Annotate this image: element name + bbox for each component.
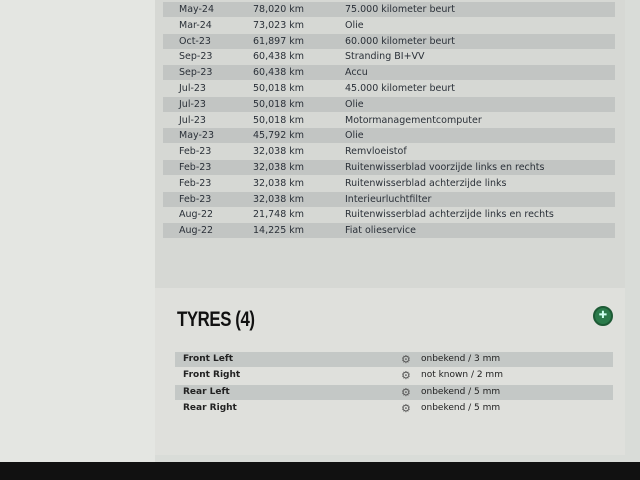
tyre-value: onbekend / 5 mm — [421, 402, 501, 413]
maintenance-history-table: May-24 78,020 km 75.000 kilometer beurt Mar… — [155, 0, 625, 288]
screen-bezel — [0, 462, 640, 480]
odometer: 32,038 km — [253, 162, 305, 173]
tyre-position: Rear Left — [183, 386, 230, 397]
content-panel: May-24 78,020 km 75.000 kilometer beurt Mar… — [155, 0, 625, 455]
service-date: May-24 — [179, 4, 214, 15]
service-date: Feb-23 — [179, 193, 212, 205]
service-description: 45.000 kilometer beurt — [345, 83, 455, 94]
maintenance-row: Feb-23 32,038 km Ruitenwisserblad voorzijd… — [163, 160, 615, 175]
service-date: Oct-23 — [179, 35, 211, 47]
odometer: 32,038 km — [253, 177, 305, 189]
service-description: Ruitenwisserblad voorzijde links en rech… — [345, 162, 545, 173]
tyre-position: Rear Right — [183, 402, 237, 413]
odometer: 50,018 km — [253, 98, 305, 110]
maintenance-row: Aug-22 14,225 km Fiat olieservice — [163, 223, 615, 239]
service-date: Feb-23 — [179, 177, 212, 189]
tyre-row: Front Right ⚙ not known / 2 mm — [175, 368, 613, 383]
service-date: May-23 — [179, 130, 214, 142]
maintenance-row: Mar-24 73,023 km Olie — [163, 18, 615, 33]
tyre-value: onbekend / 5 mm — [421, 386, 501, 397]
tyre-position: Front Left — [183, 354, 234, 364]
page-margin — [0, 0, 155, 462]
service-date: Mar-24 — [179, 19, 212, 31]
service-description: Olie — [345, 19, 364, 31]
tyre-row: Front Left ⚙ onbekend / 3 mm — [175, 352, 613, 367]
service-date: Jul-23 — [179, 98, 206, 110]
service-description: 75.000 kilometer beurt — [345, 4, 455, 15]
gear-icon: ⚙ — [401, 385, 411, 399]
service-date: Sep-23 — [179, 67, 213, 79]
service-description: 60.000 kilometer beurt — [345, 35, 455, 47]
odometer: 78,020 km — [253, 4, 305, 15]
service-description: Interieurluchtfilter — [345, 193, 432, 205]
odometer: 14,225 km — [253, 225, 305, 237]
service-description: Olie — [345, 98, 364, 110]
maintenance-row: Jul-23 50,018 km Motormanagementcomputer — [163, 113, 615, 128]
odometer: 50,018 km — [253, 83, 305, 94]
odometer: 61,897 km — [253, 35, 305, 47]
service-date: Feb-23 — [179, 162, 212, 173]
maintenance-row: Oct-23 61,897 km 60.000 kilometer beurt — [163, 33, 615, 49]
maintenance-row: Aug-22 21,748 km Ruitenwisserblad achterzi… — [163, 207, 615, 222]
service-description: Ruitenwisserblad achterzijde links — [345, 177, 507, 189]
service-date: Feb-23 — [179, 146, 212, 158]
gear-icon: ⚙ — [401, 353, 411, 366]
maintenance-row: Jul-23 50,018 km Olie — [163, 96, 615, 112]
maintenance-row: Jul-23 50,018 km 45.000 kilometer beurt — [163, 81, 615, 96]
service-description: Fiat olieservice — [345, 225, 416, 237]
service-date: Jul-23 — [179, 83, 206, 94]
add-tyre-button[interactable]: ✚ — [593, 306, 613, 326]
service-date: Sep-23 — [179, 51, 213, 63]
tyre-value: onbekend / 3 mm — [421, 354, 501, 364]
service-date: Jul-23 — [179, 114, 206, 126]
tyre-plus-icon: ✚ — [598, 310, 608, 321]
service-description: Accu — [345, 67, 368, 79]
odometer: 32,038 km — [253, 146, 305, 158]
maintenance-row: Feb-23 32,038 km Remvloeistof — [163, 144, 615, 159]
maintenance-row: May-24 78,020 km 75.000 kilometer beurt — [163, 2, 615, 17]
maintenance-row: Feb-23 32,038 km Interieurluchtfilter — [163, 191, 615, 207]
service-description: Ruitenwisserblad achterzijde links en re… — [345, 209, 554, 221]
tyre-row: Rear Right ⚙ onbekend / 5 mm — [175, 401, 613, 416]
service-date: Aug-22 — [179, 209, 214, 221]
tyre-row: Rear Left ⚙ onbekend / 5 mm — [175, 384, 613, 400]
odometer: 32,038 km — [253, 193, 305, 205]
odometer: 45,792 km — [253, 130, 305, 142]
gear-icon: ⚙ — [401, 401, 411, 415]
odometer: 50,018 km — [253, 114, 305, 126]
service-description: Motormanagementcomputer — [345, 114, 482, 126]
tyre-value: not known / 2 mm — [421, 370, 503, 381]
gear-icon: ⚙ — [401, 369, 411, 383]
odometer: 60,438 km — [253, 67, 305, 79]
maintenance-row: Sep-23 60,438 km Accu — [163, 65, 615, 81]
maintenance-row: May-23 45,792 km Olie — [163, 128, 615, 144]
tyre-position: Front Right — [183, 370, 241, 381]
odometer: 73,023 km — [253, 19, 305, 31]
service-description: Stranding BI+VV — [345, 51, 425, 63]
tyres-title: TYRES (4) — [177, 308, 255, 331]
maintenance-row: Sep-23 60,438 km Stranding BI+VV — [163, 49, 615, 64]
service-description: Olie — [345, 130, 364, 142]
maintenance-row: Feb-23 32,038 km Ruitenwisserblad achterzi… — [163, 176, 615, 191]
odometer: 60,438 km — [253, 51, 305, 63]
odometer: 21,748 km — [253, 209, 305, 221]
service-description: Remvloeistof — [345, 146, 407, 158]
service-date: Aug-22 — [179, 225, 214, 237]
